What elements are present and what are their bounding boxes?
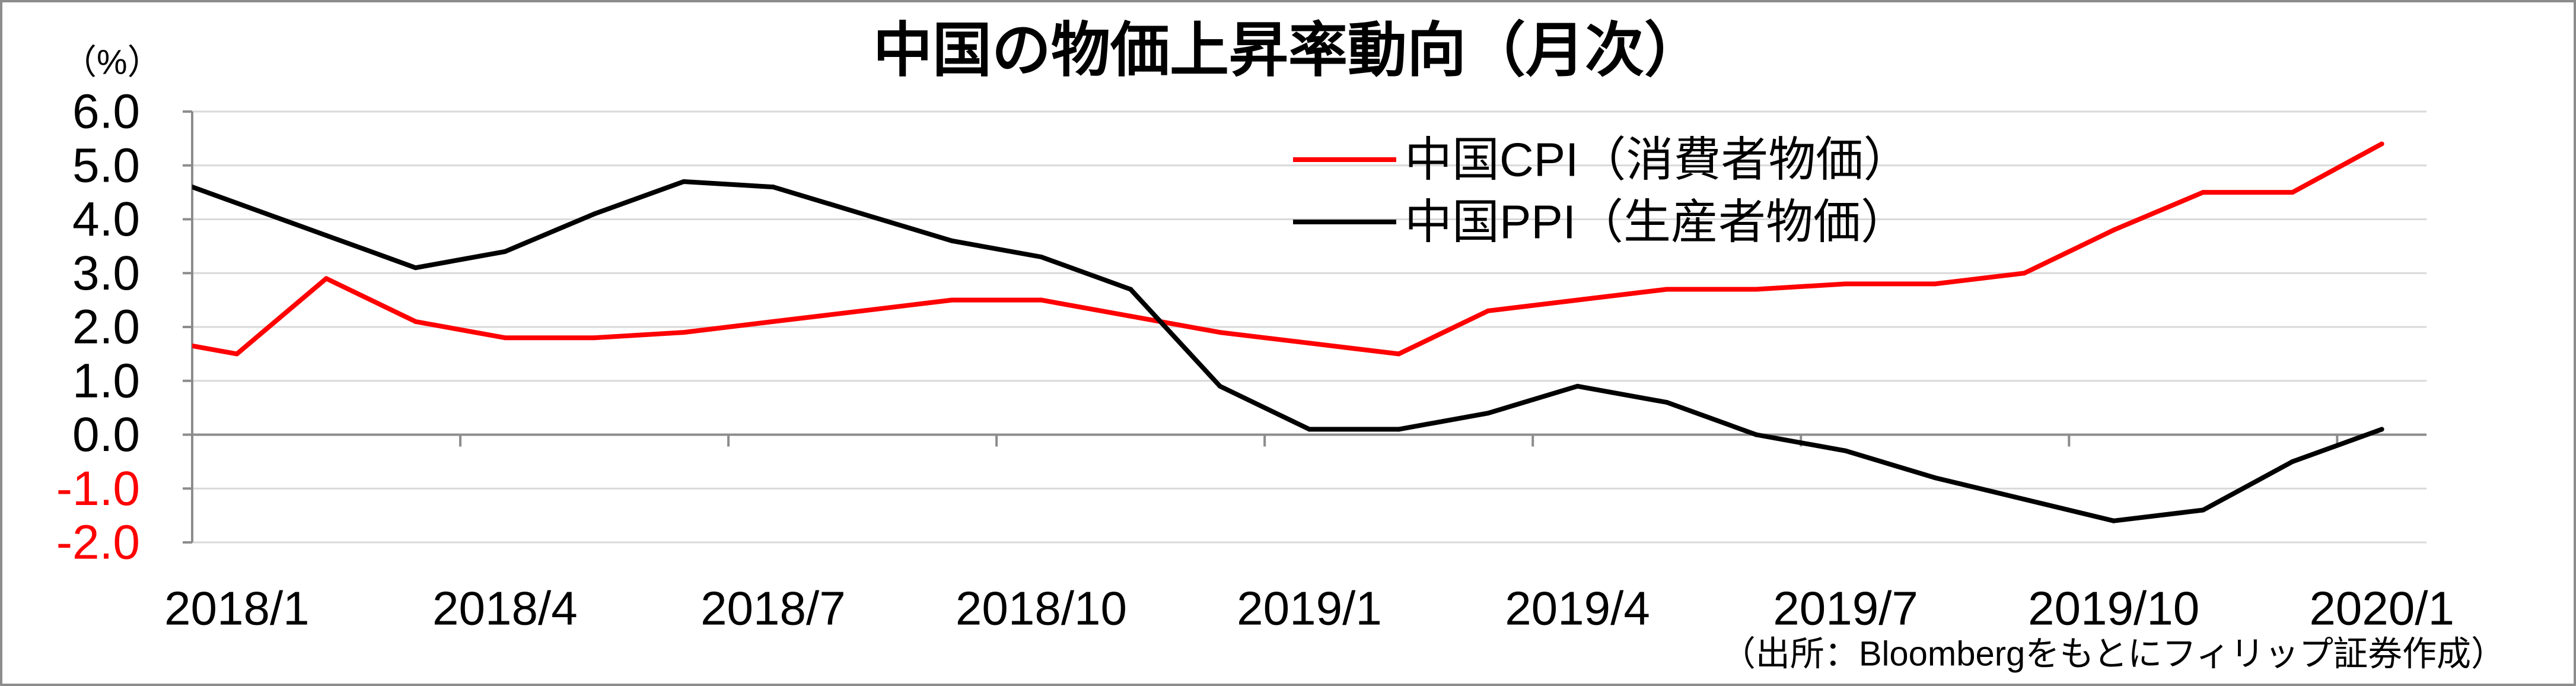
- cpi-point: [234, 351, 240, 357]
- ppi-point: [1575, 383, 1580, 389]
- y-tick-label: 0.0: [72, 408, 140, 462]
- x-tick-label: 2018/4: [432, 582, 578, 635]
- legend-label-cpi: 中国CPI（消費者物価）: [1405, 134, 1910, 186]
- y-tick-label: 6.0: [72, 85, 140, 139]
- ppi-series-line: [192, 179, 2383, 523]
- cpi-point: [1217, 330, 1222, 335]
- series-layer: [192, 141, 2384, 523]
- ppi-point: [1932, 475, 1938, 481]
- cpi-point: [324, 276, 329, 281]
- cpi-point: [1307, 341, 1312, 346]
- ppi-point: [1396, 427, 1402, 432]
- cpi-point: [1753, 287, 1759, 292]
- x-tick-label: 2019/10: [2028, 582, 2199, 635]
- x-tick-label: 2019/1: [1237, 582, 1382, 635]
- source-note: （出所：Bloombergをもとにフィリップ証券作成）: [1721, 635, 2505, 674]
- y-tick-label: -2.0: [56, 516, 140, 570]
- y-tick-label: 2.0: [72, 300, 140, 354]
- ppi-point: [234, 201, 240, 206]
- chart-title: 中国の物価上昇率動向（月次）: [873, 17, 1703, 84]
- cpi-point: [681, 330, 686, 335]
- ppi-point: [1128, 287, 1133, 292]
- ppi-point: [502, 249, 508, 254]
- x-tick-label: 2020/1: [2309, 582, 2454, 635]
- cpi-point: [1932, 281, 1938, 287]
- y-tick-label: 5.0: [72, 138, 140, 192]
- y-tick-label: -1.0: [56, 462, 140, 516]
- cpi-point: [2290, 190, 2295, 195]
- ppi-point: [1485, 411, 1491, 416]
- ppi-point: [324, 233, 329, 238]
- cpi-point: [502, 335, 508, 341]
- legend-label-ppi: 中国PPI（生産者物価）: [1405, 196, 1908, 249]
- cpi-point: [949, 297, 954, 303]
- ppi-point: [681, 179, 686, 184]
- axes: [183, 110, 2427, 544]
- x-tick-label: 2018/10: [956, 582, 1127, 635]
- cpi-point: [413, 319, 418, 324]
- y-tick-labels: 6.05.04.03.02.01.00.0-1.0-2.0: [56, 85, 140, 570]
- ppi-point: [2290, 459, 2295, 464]
- ppi-point: [1039, 255, 1044, 260]
- ppi-point: [770, 185, 776, 190]
- ppi-point: [1217, 383, 1222, 389]
- cpi-point: [1396, 351, 1402, 357]
- y-axis-unit-label: （%）: [62, 43, 162, 82]
- ppi-point: [949, 238, 954, 243]
- cpi-point: [1575, 297, 1580, 303]
- cpi-point: [2111, 227, 2116, 233]
- ppi-point: [2021, 497, 2027, 502]
- ppi-point: [413, 265, 418, 271]
- cpi-point: [1485, 308, 1491, 313]
- y-tick-label: 1.0: [72, 354, 140, 408]
- x-tick-label: 2019/4: [1505, 582, 1650, 635]
- y-tick-label: 4.0: [72, 192, 140, 246]
- cpi-point: [2201, 190, 2206, 195]
- x-tick-label: 2018/7: [700, 582, 846, 635]
- cpi-point: [1843, 281, 1848, 287]
- x-tick-labels: 2018/1 2018/4 2018/7 2018/10 2019/1 2019/4 201…: [164, 582, 2454, 635]
- legend: 中国CPI（消費者物価） 中国PPI（生産者物価）: [1293, 134, 1910, 249]
- ppi-point: [1753, 432, 1759, 437]
- cpi-point: [2021, 271, 2027, 276]
- cpi-point: [860, 308, 865, 313]
- cpi-point: [1664, 287, 1670, 292]
- cpi-series-line: [192, 141, 2383, 357]
- ppi-point: [1843, 448, 1848, 453]
- gridlines: [192, 110, 2427, 544]
- cpi-point: [592, 335, 597, 341]
- cpi-point: [1128, 313, 1133, 319]
- x-tick-label: 2018/1: [164, 582, 310, 635]
- ppi-point: [860, 211, 865, 217]
- y-tick-label: 3.0: [72, 246, 140, 300]
- ppi-point: [2201, 507, 2206, 513]
- legend-item-ppi: 中国PPI（生産者物価）: [1293, 196, 1908, 249]
- x-tick-label: 2019/7: [1773, 582, 1918, 635]
- ppi-point: [592, 211, 597, 217]
- cpi-point: [770, 319, 776, 324]
- legend-item-cpi: 中国CPI（消費者物価）: [1293, 134, 1910, 186]
- ppi-point: [1307, 427, 1312, 432]
- cpi-point: [1039, 297, 1044, 303]
- cpi-point: [2379, 141, 2384, 147]
- ppi-point: [2379, 427, 2384, 432]
- ppi-point: [1664, 400, 1670, 405]
- ppi-point: [2111, 518, 2116, 523]
